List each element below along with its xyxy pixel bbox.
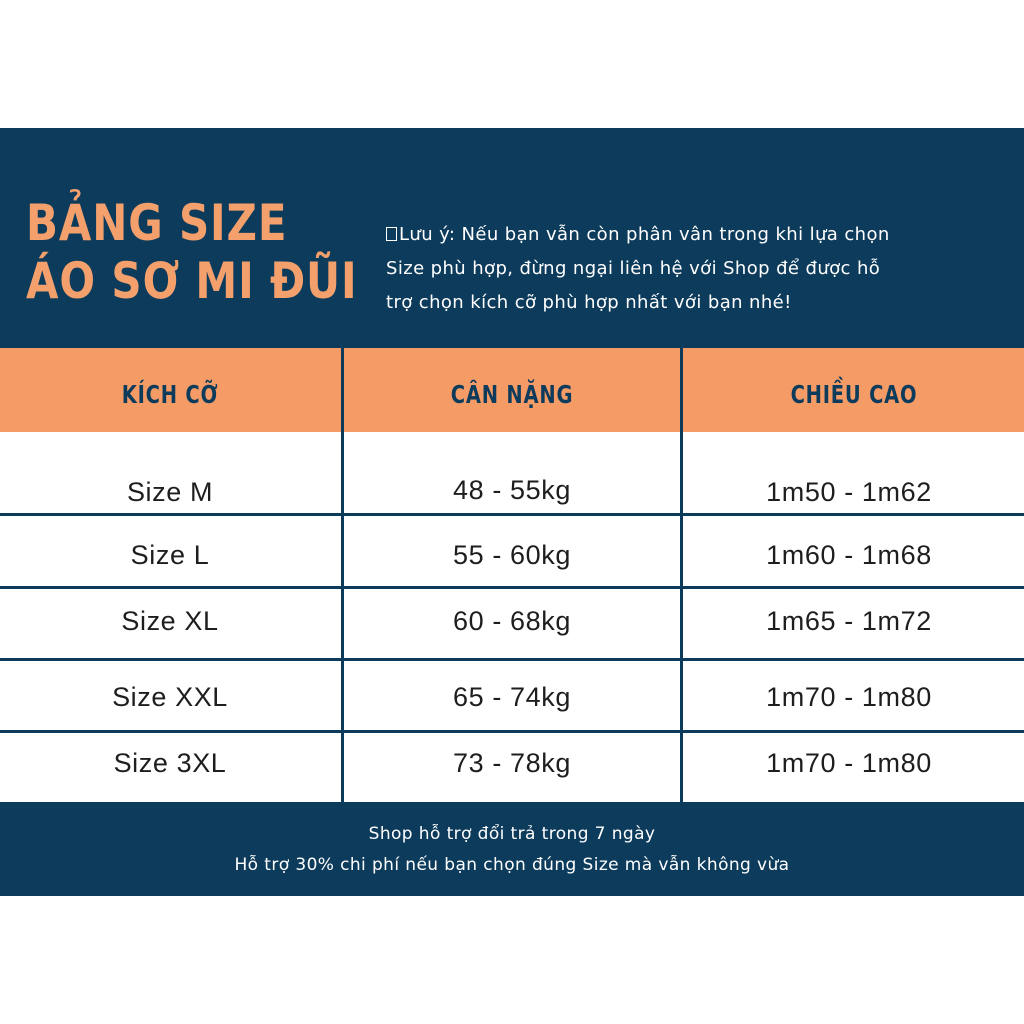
row-divider-4: [0, 730, 1024, 733]
row-divider-1: [0, 513, 1024, 516]
row-3-size: Size XL: [121, 606, 219, 636]
column-divider-2: [680, 348, 683, 802]
note-line-1-text: Lưu ý: Nếu bạn vẫn còn phân vân trong kh…: [399, 224, 890, 245]
footer-return-policy: Shop hỗ trợ đổi trả trong 7 ngày: [368, 824, 656, 844]
row-divider-2: [0, 586, 1024, 589]
row-divider-3: [0, 658, 1024, 661]
row-1-size: Size M: [126, 477, 214, 507]
column-header-height: CHIỀU CAO: [790, 380, 918, 409]
table-header-row: KÍCH CỠ CÂN NẶNG CHIỀU CAO: [0, 348, 1024, 432]
row-2-weight: 55 - 60kg: [453, 540, 571, 570]
footer-support-policy: Hỗ trợ 30% chi phí nếu bạn chọn đúng Siz…: [234, 855, 790, 875]
title-line-1: BẢNG SIZE: [26, 194, 288, 252]
row-2-height: 1m60 - 1m68: [766, 540, 932, 570]
footer-banner: Shop hỗ trợ đổi trả trong 7 ngày Hỗ trợ …: [0, 802, 1024, 896]
note-line-1: Lưu ý: Nếu bạn vẫn còn phân vân trong kh…: [386, 218, 986, 252]
row-5-weight: 73 - 78kg: [453, 748, 571, 778]
header-banner: BẢNG SIZE ÁO SƠ MI ĐŨI Lưu ý: Nếu bạn vẫ…: [0, 128, 1024, 348]
column-header-size: KÍCH CỠ: [121, 380, 219, 409]
row-4-weight: 65 - 74kg: [453, 682, 571, 712]
column-divider-1: [341, 348, 344, 802]
chart-title: BẢNG SIZE ÁO SƠ MI ĐŨI: [26, 194, 357, 310]
note-glyph-icon: [386, 227, 397, 241]
title-line-2: ÁO SƠ MI ĐŨI: [26, 252, 358, 310]
column-header-weight: CÂN NẶNG: [450, 380, 574, 409]
size-note: Lưu ý: Nếu bạn vẫn còn phân vân trong kh…: [386, 218, 986, 320]
row-3-height: 1m65 - 1m72: [766, 606, 932, 636]
row-2-size: Size L: [130, 540, 210, 570]
note-line-3: trợ chọn kích cỡ phù hợp nhất với bạn nh…: [386, 292, 792, 313]
row-3-weight: 60 - 68kg: [453, 606, 571, 636]
note-line-2: Size phù hợp, đừng ngại liên hệ với Shop…: [386, 258, 881, 279]
row-1-height: 1m50 - 1m62: [766, 477, 932, 507]
row-5-size: Size 3XL: [113, 748, 227, 778]
row-4-height: 1m70 - 1m80: [766, 682, 932, 712]
row-4-size: Size XXL: [112, 682, 228, 712]
row-1-weight: 48 - 55kg: [453, 475, 571, 505]
row-5-height: 1m70 - 1m80: [766, 748, 932, 778]
